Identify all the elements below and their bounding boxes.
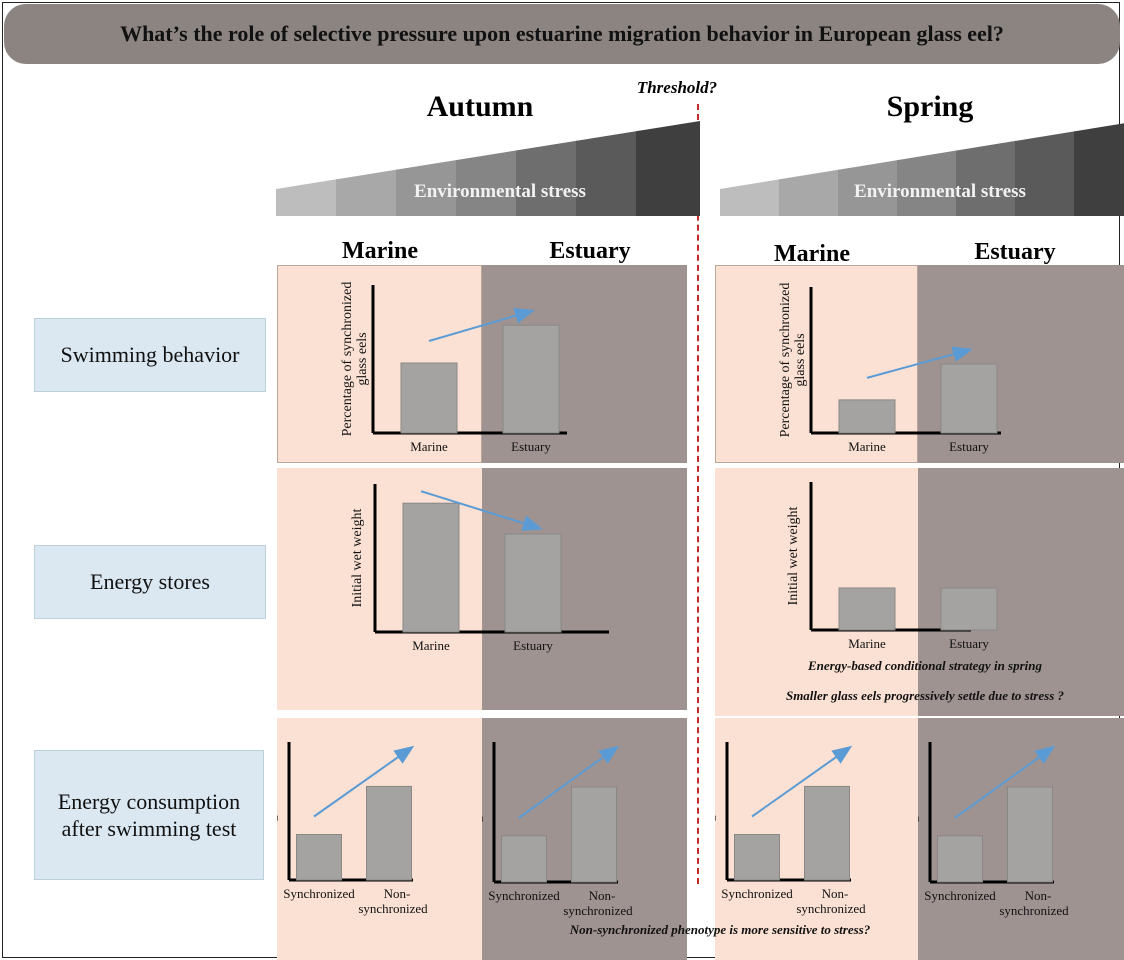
stress-ramp-spring [720,121,1124,216]
x-tick-label: Synchronized [721,886,793,901]
y-axis-label-line: glass eels [793,333,808,386]
bar-marine [400,362,458,434]
chart-spring-swimming: Percentage of synchronizedglass eels Mari… [778,283,1001,454]
y-axis-label: Initial wet weight [350,509,365,608]
threshold-line [697,104,699,884]
row-label-swimming: Swimming behavior [34,318,266,392]
y-axis-label: Weight loss [715,778,717,843]
x-tick-label: Marine [848,439,886,454]
row-label-energy: Energy stores [34,545,266,619]
bar-estuary [504,533,562,633]
trend-arrow [420,490,543,531]
x-tick-label: Marine [412,638,450,653]
trend-arrow [313,745,415,818]
bar-synchronized [937,835,983,883]
panel-autumn-energy: Initial wet weight Marine Estuary [277,468,687,710]
y-axis-label-line: Percentage of synchronized [778,283,793,438]
col-autumn-estuary: Estuary [549,238,631,264]
y-axis-label: Weight loss [277,778,279,843]
y-axis-label: Initial wet weight [786,507,801,606]
x-tick-label: Non-synchronized [563,888,633,918]
bar-non-synchronized [1007,786,1053,883]
bar-synchronized [734,834,780,881]
trend-arrow [518,745,620,819]
chart-autumn-swimming: Percentage of synchronizedglass eels Mari… [340,282,567,454]
season-spring-heading: Spring [886,90,974,123]
trend-arrow [954,745,1056,819]
x-tick-label: Non-synchronized [358,886,428,916]
x-tick-label-line: synchronized [563,903,633,918]
bar-synchronized [501,835,547,883]
x-tick-label-line: synchronized [999,903,1069,918]
x-tick-label: Marine [410,439,448,454]
x-tick-label: Non-synchronized [796,886,866,916]
x-tick-label: Estuary [949,636,989,651]
bar-synchronized [296,834,342,881]
trend-arrow [428,308,535,342]
x-tick-label: Estuary [511,439,551,454]
bar-marine [402,502,460,633]
y-axis-label: Percentage of synchronizedglass eels [778,283,808,438]
y-axis-label: Weight loss [482,779,484,844]
panel-spring-swimming: Percentage of synchronizedglass eels Mari… [715,265,1124,463]
x-tick-label: Synchronized [488,888,560,903]
figure-title: What’s the role of selective pressure up… [120,21,1004,46]
panel-spring-marine-consumption: Weight loss Synchronized Non-synchronized [715,718,918,960]
bar-marine [838,587,896,631]
bar-non-synchronized [571,786,617,883]
x-tick-label-line: Non- [1025,888,1052,903]
note-non-synchronized: Non-synchronized phenotype is more sensi… [569,922,871,937]
season-autumn-heading: Autumn [426,90,534,123]
y-axis-label: Weight loss [918,779,920,844]
x-tick-label: Non-synchronized [999,888,1069,918]
bar-non-synchronized [366,785,412,881]
bar-estuary [940,363,998,434]
threshold-label: Threshold? [636,78,718,97]
x-tick-label: Synchronized [924,888,996,903]
col-autumn-marine: Marine [342,238,418,264]
x-tick-label: Estuary [513,638,553,653]
panel-spring-energy: Initial wet weight Marine Estuary Energy-b… [715,468,1124,716]
x-tick-label: Estuary [949,439,989,454]
title-banner: What’s the role of selective pressure up… [4,4,1120,64]
bar-estuary [940,587,998,631]
x-tick-label: Marine [848,636,886,651]
x-tick-label-line: synchronized [358,901,428,916]
x-tick-label-line: Non- [822,886,849,901]
row-label-consumption: Energy consumption after swimming test [34,750,264,880]
col-spring-marine: Marine [774,241,850,267]
trend-arrow [751,745,853,818]
x-tick-label: Synchronized [283,886,355,901]
y-axis-label-line: Percentage of synchronized [340,282,355,437]
panel-autumn-swimming: Percentage of synchronizedglass eels Mari… [277,265,687,463]
note-spring-energy-strategy: Energy-based conditional strategy in spr… [807,658,1043,673]
col-spring-estuary: Estuary [974,239,1056,265]
x-tick-label-line: synchronized [796,901,866,916]
y-axis-label-line: glass eels [355,332,370,385]
stress-ramp-spring-label: Environmental stress [854,181,1026,202]
bar-non-synchronized [804,785,850,881]
bar-estuary [502,324,560,434]
stress-ramp-autumn [276,121,700,216]
x-tick-label-line: Non- [589,888,616,903]
bar-marine [838,399,896,434]
trend-arrow [866,346,973,379]
stress-ramp-autumn-label: Environmental stress [414,181,586,202]
chart-spring-energy: Initial wet weight Marine Estuary [786,482,998,651]
chart-autumn-energy: Initial wet weight Marine Estuary [350,484,609,653]
y-axis-label: Percentage of synchronizedglass eels [340,282,370,437]
panel-autumn-marine-consumption: Weight loss Synchronized Non-synchronized [277,718,482,960]
note-spring-energy-settle: Smaller glass eels progressively settle … [785,688,1065,703]
x-tick-label-line: Non- [384,886,411,901]
